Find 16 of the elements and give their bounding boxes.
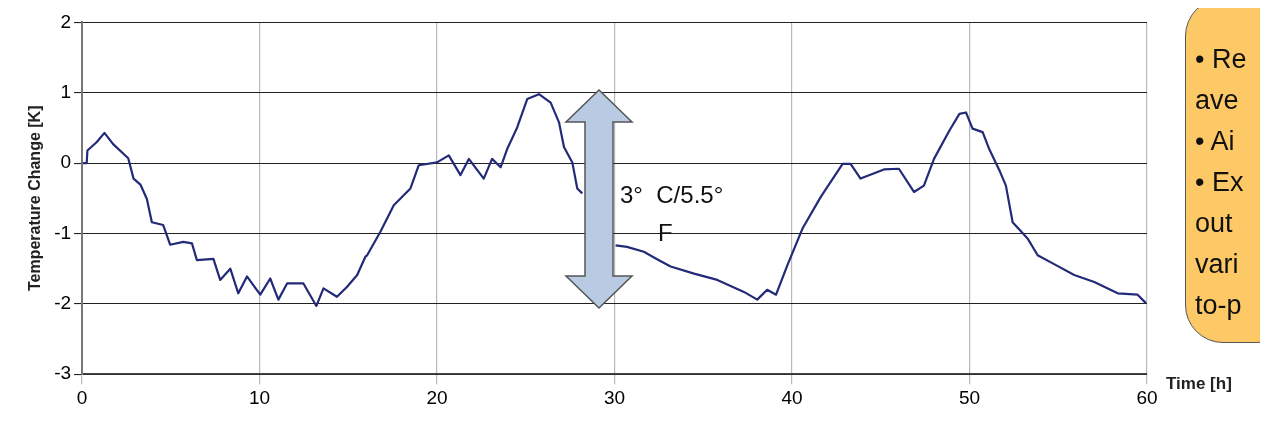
x-tick-label: 50 [958, 386, 981, 408]
x-tick-label: 40 [781, 386, 803, 408]
x-tick-label: 0 [76, 386, 88, 408]
x-tick-label: 20 [426, 386, 448, 408]
y-tick-label: -1 [54, 221, 72, 243]
y-tick-label: -3 [54, 362, 72, 384]
x-axis-title: Time [h] [1166, 374, 1232, 394]
x-tick-label: 10 [249, 386, 271, 408]
y-tick-label: 0 [60, 151, 72, 173]
y-tick-label: 2 [60, 10, 72, 32]
y-tick-label: -2 [54, 292, 72, 314]
x-tick-label: 30 [603, 386, 626, 408]
y-tick-label: 1 [60, 80, 72, 102]
x-tick-label: 60 [1136, 386, 1158, 408]
text: • Re ave • Ai • Ex out vari to-p [1194, 43, 1248, 322]
y-axis-title: Temperature Change [K] [26, 105, 44, 292]
